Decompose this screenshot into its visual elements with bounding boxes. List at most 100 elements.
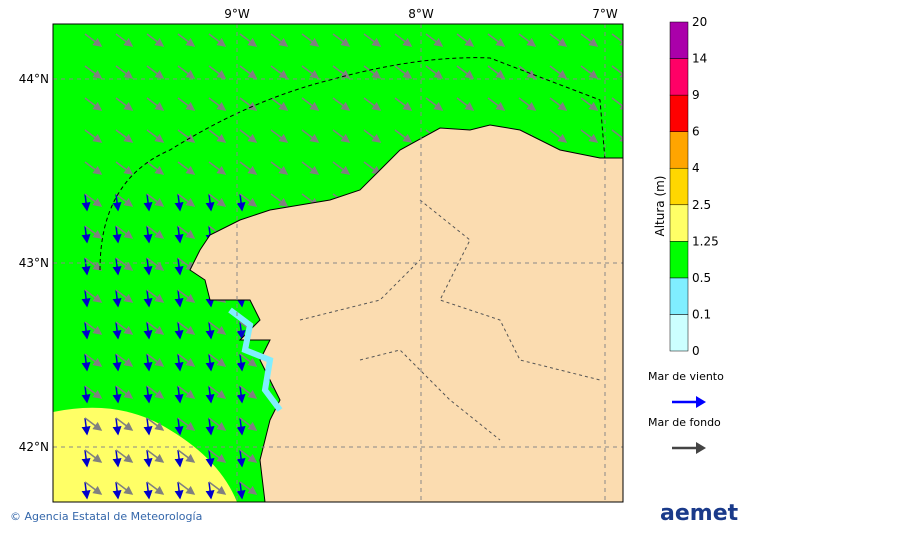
wind-sea-arrow xyxy=(174,289,184,308)
wind-sea-arrow xyxy=(236,417,246,436)
colorbar-title: Altura (m) xyxy=(653,175,667,236)
swell-arrow xyxy=(580,97,599,111)
wind-sea-arrow xyxy=(143,417,153,436)
graticule xyxy=(53,24,623,502)
wind-sea-arrow xyxy=(205,353,215,372)
swell-arrow xyxy=(115,97,134,111)
swell-arrow xyxy=(84,33,103,47)
swell-arrow xyxy=(146,225,165,239)
swell-arrow xyxy=(84,449,103,463)
swell-arrow xyxy=(146,257,165,271)
wind-sea-arrow xyxy=(81,353,91,372)
wind-sea-arrow xyxy=(112,321,122,340)
colorbar-label: 2.5 xyxy=(692,198,711,212)
swell-arrow xyxy=(239,33,258,47)
swell-arrow xyxy=(208,129,227,143)
swell-arrow xyxy=(84,193,103,207)
swell-arrow xyxy=(363,129,382,143)
wind-sea-arrow xyxy=(205,449,215,468)
swell-arrow xyxy=(239,481,258,495)
swell-arrow xyxy=(611,65,623,79)
swell-arrow xyxy=(580,65,599,79)
colorbar-segment xyxy=(669,131,689,169)
swell-arrow xyxy=(177,449,196,463)
swell-arrow xyxy=(84,289,103,303)
swell-arrow xyxy=(115,129,134,143)
swell-arrow xyxy=(580,129,599,143)
swell-arrow xyxy=(456,33,475,47)
swell-arrow xyxy=(84,129,103,143)
swell-arrow xyxy=(115,257,134,271)
wind-sea-arrow xyxy=(174,353,184,372)
swell-arrow xyxy=(146,289,165,303)
wind-sea-arrow xyxy=(174,225,184,244)
colorbar-label: 0.1 xyxy=(692,307,711,321)
swell-arrow xyxy=(394,65,413,79)
wind-sea-arrow xyxy=(81,449,91,468)
wind-sea-arrow xyxy=(174,417,184,436)
swell-arrow xyxy=(177,193,196,207)
swell-arrow xyxy=(487,33,506,47)
colorbar-label: 0 xyxy=(692,344,700,358)
wind-sea-arrow xyxy=(174,257,184,276)
colorbar: 0 0.1 0.5 1.25 2.5 4 6 9 14 20 xyxy=(669,15,719,358)
swell-arrow xyxy=(549,33,568,47)
swell-arrow xyxy=(115,225,134,239)
wind-sea-arrow xyxy=(143,225,153,244)
wind-sea-arrow xyxy=(112,417,122,436)
swell-arrow xyxy=(84,321,103,335)
wind-sea-arrow xyxy=(81,193,91,212)
swell-arrow xyxy=(177,289,196,303)
swell-arrow xyxy=(84,481,103,495)
swell-arrow xyxy=(208,417,227,431)
swell-arrow xyxy=(146,481,165,495)
wind-sea-arrow xyxy=(205,193,215,212)
swell-arrow xyxy=(177,417,196,431)
swell-arrow xyxy=(115,449,134,463)
swell-arrow xyxy=(84,97,103,111)
colorbar-segment xyxy=(669,21,689,59)
swell-arrow xyxy=(115,193,134,207)
swell-arrow xyxy=(115,417,134,431)
swell-arrow xyxy=(549,129,568,143)
swell-arrow xyxy=(518,33,537,47)
swell-arrow xyxy=(332,97,351,111)
wind-sea-arrow xyxy=(112,257,122,276)
swell-arrow xyxy=(84,161,103,175)
colorbar-label: 6 xyxy=(692,125,700,139)
wind-sea-arrow xyxy=(81,257,91,276)
swell-arrow xyxy=(177,481,196,495)
swell-arrow xyxy=(84,417,103,431)
swell-arrow xyxy=(425,65,444,79)
wind-sea-arrow xyxy=(81,417,91,436)
wind-sea-arrow xyxy=(174,321,184,340)
swell-arrow xyxy=(549,97,568,111)
swell-arrow xyxy=(115,289,134,303)
wind-sea-arrow xyxy=(236,353,246,372)
wind-sea-arrow xyxy=(236,321,246,340)
ticks: 9°W 8°W 7°W 44°N 43°N 42°N xyxy=(19,7,618,454)
swell-arrow xyxy=(487,65,506,79)
colorbar-segment xyxy=(669,167,689,206)
swell-arrow xyxy=(394,129,413,143)
swell-arrow xyxy=(270,97,289,111)
colorbar-label: 9 xyxy=(692,88,700,102)
swell-arrow xyxy=(208,97,227,111)
legend-label: Mar de fondo xyxy=(648,416,721,429)
map-frame xyxy=(52,23,624,503)
wind-sea-arrow xyxy=(143,321,153,340)
boundary xyxy=(99,57,606,271)
swell-arrow xyxy=(425,97,444,111)
wind-sea-arrow xyxy=(81,289,91,308)
swell-arrow xyxy=(332,161,351,175)
wind-sea-arrow xyxy=(174,385,184,404)
wind-sea-arrow xyxy=(143,353,153,372)
swell-arrow xyxy=(394,33,413,47)
lat-tick-label: 43°N xyxy=(19,256,49,270)
swell-arrow xyxy=(301,33,320,47)
colorbar-label: 14 xyxy=(692,52,707,66)
swell-arrow xyxy=(177,353,196,367)
swell-arrow xyxy=(177,321,196,335)
estuaries xyxy=(228,307,283,412)
